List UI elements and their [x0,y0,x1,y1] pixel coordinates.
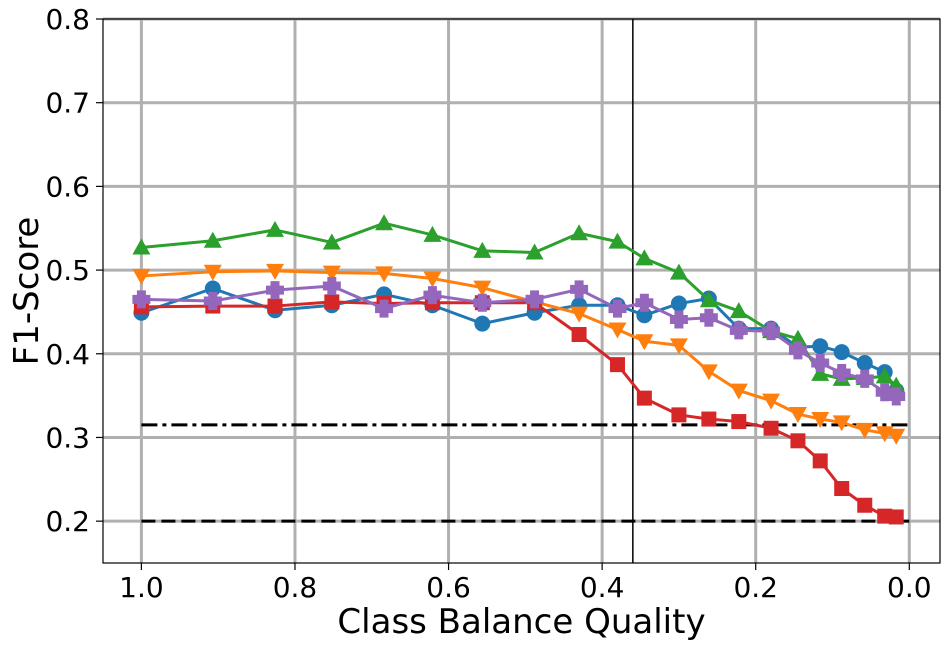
data-point [473,293,492,312]
x-tick-label: 0.4 [580,571,625,604]
data-point [875,367,894,384]
data-point [671,407,687,423]
data-point [132,238,151,255]
data-point [855,369,874,388]
data-point [763,420,779,436]
data-point [636,390,652,406]
data-point [856,354,873,371]
data-point [670,295,687,312]
data-point [855,422,874,439]
data-point [812,338,829,355]
data-point [635,334,654,351]
y-tick-label: 0.5 [45,254,90,287]
data-point [833,344,850,361]
data-point [423,286,442,305]
y-tick-label: 0.4 [45,338,90,371]
data-point [669,338,688,355]
data-point [762,393,781,410]
data-point [877,508,893,524]
data-point [423,271,442,288]
data-point [701,411,717,427]
data-point [570,224,589,241]
x-tick-label: 0.8 [273,571,318,604]
y-tick-label: 0.8 [45,3,90,36]
data-point [699,364,718,381]
data-point [571,327,587,343]
data-point [474,315,491,332]
data-point [832,415,851,432]
data-point [132,290,151,309]
data-point [266,263,285,280]
data-point [525,290,544,309]
data-point [608,322,627,339]
y-tick-label: 0.3 [45,421,90,454]
data-point [635,293,654,312]
data-point [203,231,222,248]
data-point [762,322,781,341]
data-point [729,383,748,400]
data-point [669,263,688,280]
data-point [322,233,341,250]
data-point [203,264,222,281]
data-point [729,321,748,340]
data-point [635,249,654,266]
data-point [812,453,828,469]
data-point [609,357,625,373]
x-tick-label: 0.6 [426,571,471,604]
y-tick-label: 0.2 [45,505,90,538]
grid-lines [103,17,940,563]
data-point [132,268,151,285]
data-point [834,481,850,497]
data-point [608,232,627,249]
data-point [790,433,806,449]
data-point [375,214,394,231]
data-point [473,241,492,258]
series-4 [132,276,906,406]
data-point [324,294,340,310]
data-point [570,306,589,323]
x-axis-label: Class Balance Quality [337,602,705,642]
x-tick-label: 0.0 [887,571,932,604]
data-point [266,220,285,237]
data-point [423,225,442,242]
data-point [322,276,341,295]
data-point [266,281,285,300]
data-point [811,412,830,429]
x-tick-label: 0.2 [733,571,778,604]
data-point [811,353,830,372]
data-point [699,291,718,308]
data-point [887,387,906,406]
data-series [132,214,906,525]
data-point [267,298,283,314]
y-tick-label: 0.6 [45,170,90,203]
data-point [811,364,830,381]
data-point [699,308,718,327]
x-tick-label: 1.0 [119,571,164,604]
data-point [570,280,589,299]
data-point [788,341,807,360]
plot-frame [102,18,941,564]
data-point [473,280,492,297]
series-3 [133,294,904,525]
data-point [608,299,627,318]
axis-ticks: 1.0 0.8 0.6 0.4 0.2 0.0 0.2 0.3 0.4 0.5 0.6 0.7 0.8 [45,3,931,604]
data-point [669,310,688,329]
data-point [375,266,394,283]
y-axis-label: F1-Score [7,217,47,366]
data-point [832,364,851,383]
data-point [888,509,904,525]
data-point [887,428,906,445]
y-tick-label: 0.7 [45,87,90,120]
data-point [525,243,544,260]
data-point [203,292,222,311]
data-point [375,299,394,318]
data-point [857,497,873,513]
data-point [731,414,747,430]
data-point [788,407,807,424]
data-point [322,265,341,282]
reference-lines [141,19,910,563]
data-point [729,302,748,319]
